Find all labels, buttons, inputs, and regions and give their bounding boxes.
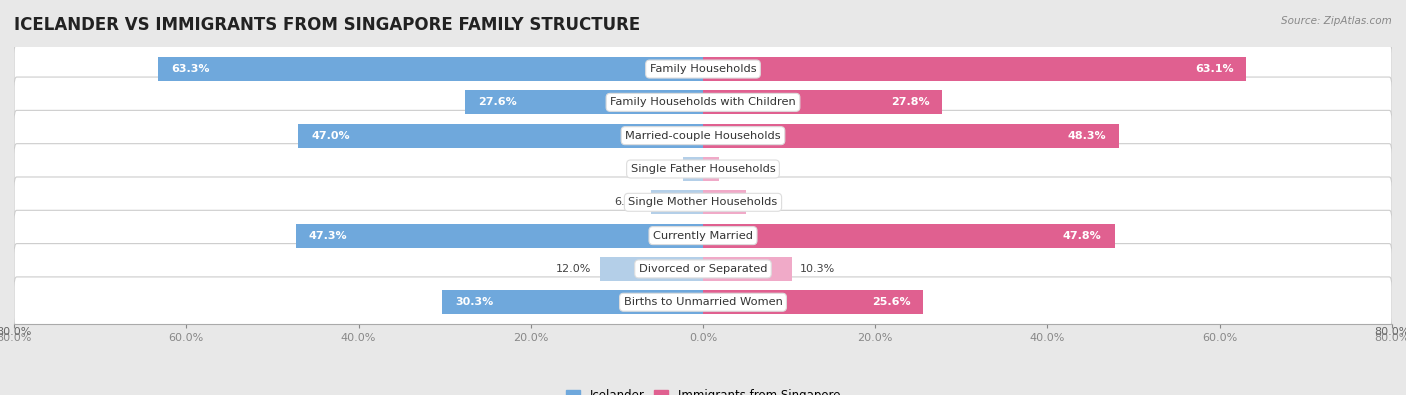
FancyBboxPatch shape	[14, 244, 1392, 294]
Legend: Icelander, Immigrants from Singapore: Icelander, Immigrants from Singapore	[561, 384, 845, 395]
Text: Currently Married: Currently Married	[652, 231, 754, 241]
FancyBboxPatch shape	[14, 44, 1392, 94]
Text: Source: ZipAtlas.com: Source: ZipAtlas.com	[1281, 16, 1392, 26]
FancyBboxPatch shape	[14, 277, 1392, 327]
Text: Married-couple Households: Married-couple Households	[626, 131, 780, 141]
Bar	[441, 290, 703, 314]
Text: 2.3%: 2.3%	[647, 164, 675, 174]
Text: Divorced or Separated: Divorced or Separated	[638, 264, 768, 274]
Text: ICELANDER VS IMMIGRANTS FROM SINGAPORE FAMILY STRUCTURE: ICELANDER VS IMMIGRANTS FROM SINGAPORE F…	[14, 16, 640, 34]
Bar	[703, 90, 942, 115]
FancyBboxPatch shape	[14, 144, 1392, 194]
Text: 10.3%: 10.3%	[800, 264, 835, 274]
Bar	[298, 124, 703, 148]
Bar	[651, 190, 703, 214]
Text: 47.0%: 47.0%	[311, 131, 350, 141]
Text: 12.0%: 12.0%	[555, 264, 591, 274]
Bar	[599, 257, 703, 281]
Text: 47.8%: 47.8%	[1063, 231, 1102, 241]
Text: Single Mother Households: Single Mother Households	[628, 198, 778, 207]
FancyBboxPatch shape	[14, 177, 1392, 228]
Text: 25.6%: 25.6%	[872, 297, 911, 307]
Text: 63.1%: 63.1%	[1195, 64, 1233, 74]
Text: Births to Unmarried Women: Births to Unmarried Women	[624, 297, 782, 307]
Text: 30.3%: 30.3%	[456, 297, 494, 307]
Text: 48.3%: 48.3%	[1067, 131, 1107, 141]
Bar	[295, 224, 703, 248]
FancyBboxPatch shape	[14, 110, 1392, 161]
Bar	[465, 90, 703, 115]
FancyBboxPatch shape	[14, 210, 1392, 261]
Text: 5.0%: 5.0%	[755, 198, 783, 207]
Bar	[703, 224, 1115, 248]
Text: 63.3%: 63.3%	[170, 64, 209, 74]
Text: 80.0%: 80.0%	[1374, 327, 1406, 337]
Bar	[703, 257, 792, 281]
Text: 1.9%: 1.9%	[728, 164, 756, 174]
Text: 27.8%: 27.8%	[891, 97, 929, 107]
FancyBboxPatch shape	[14, 77, 1392, 128]
Bar	[703, 290, 924, 314]
Text: Family Households with Children: Family Households with Children	[610, 97, 796, 107]
Bar	[703, 157, 720, 181]
Text: Family Households: Family Households	[650, 64, 756, 74]
Text: Single Father Households: Single Father Households	[631, 164, 775, 174]
Text: 6.0%: 6.0%	[614, 198, 643, 207]
Text: 80.0%: 80.0%	[0, 327, 32, 337]
Bar	[703, 57, 1246, 81]
Text: 47.3%: 47.3%	[308, 231, 347, 241]
Bar	[703, 124, 1119, 148]
Bar	[683, 157, 703, 181]
Text: 27.6%: 27.6%	[478, 97, 517, 107]
Bar	[157, 57, 703, 81]
Bar	[703, 190, 747, 214]
